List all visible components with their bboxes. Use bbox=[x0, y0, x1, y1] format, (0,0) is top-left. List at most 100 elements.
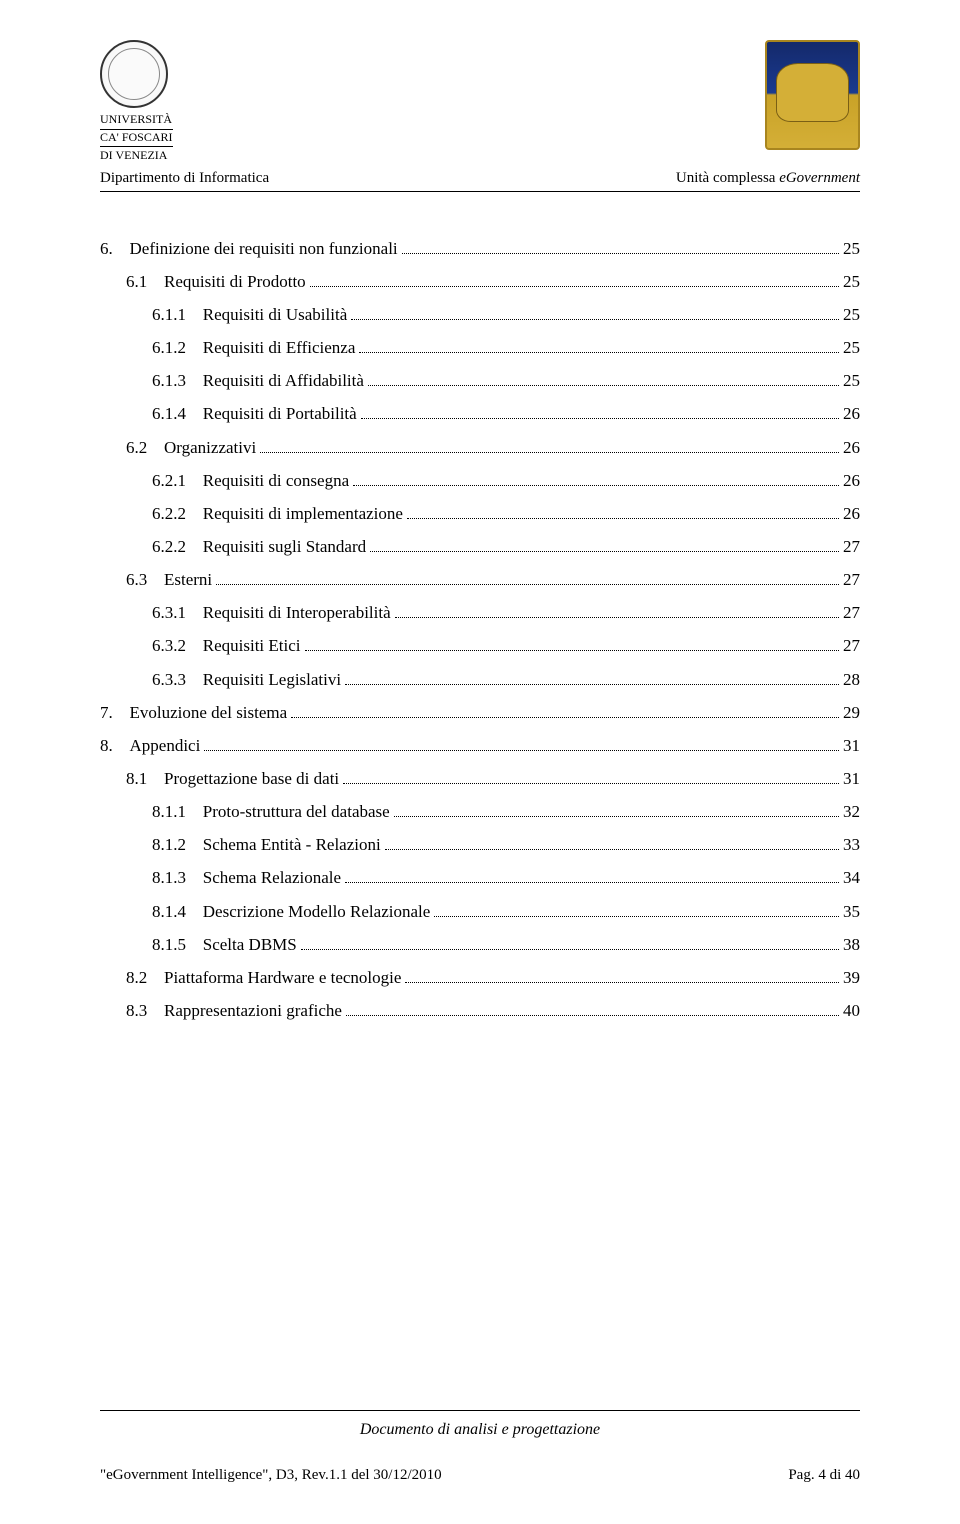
toc-entry[interactable]: 6.1.4 Requisiti di Portabilità26 bbox=[100, 397, 860, 430]
toc-number: 6.1.3 bbox=[152, 364, 186, 397]
toc-title: Rappresentazioni grafiche bbox=[160, 994, 342, 1027]
toc-page-number: 26 bbox=[843, 464, 860, 497]
toc-title: Requisiti di implementazione bbox=[199, 497, 403, 530]
toc-gap bbox=[186, 795, 199, 828]
toc-entry[interactable]: 6.1 Requisiti di Prodotto25 bbox=[100, 265, 860, 298]
toc-number: 6.2.1 bbox=[152, 464, 186, 497]
toc-dot-leader bbox=[305, 638, 840, 652]
toc-entry[interactable]: 6.3.2 Requisiti Etici27 bbox=[100, 629, 860, 662]
toc-page-number: 25 bbox=[843, 265, 860, 298]
toc-number: 8. bbox=[100, 729, 113, 762]
toc-entry[interactable]: 6.3.1 Requisiti di Interoperabilità27 bbox=[100, 596, 860, 629]
region-crest-icon bbox=[765, 40, 860, 150]
toc-gap bbox=[186, 629, 199, 662]
toc-entry[interactable]: 6. Definizione dei requisiti non funzion… bbox=[100, 232, 860, 265]
toc-dot-leader bbox=[301, 936, 839, 950]
toc-page-number: 31 bbox=[843, 762, 860, 795]
department-name: Dipartimento di Informatica bbox=[100, 170, 269, 187]
toc-dot-leader bbox=[345, 671, 839, 685]
toc-entry[interactable]: 8.1.4 Descrizione Modello Relazionale 35 bbox=[100, 895, 860, 928]
toc-entry[interactable]: 6.2.2 Requisiti di implementazione26 bbox=[100, 497, 860, 530]
toc-page-number: 27 bbox=[843, 563, 860, 596]
university-name: UNIVERSITÀ CA' FOSCARI DI VENEZIA bbox=[100, 112, 173, 164]
toc-page-number: 27 bbox=[843, 596, 860, 629]
toc-title: Evoluzione del sistema bbox=[126, 696, 288, 729]
toc-number: 8.3 bbox=[126, 994, 147, 1027]
toc-entry[interactable]: 8. Appendici31 bbox=[100, 729, 860, 762]
toc-number: 6. bbox=[100, 232, 113, 265]
toc-number: 6.1.1 bbox=[152, 298, 186, 331]
toc-entry[interactable]: 6.3.3 Requisiti Legislativi28 bbox=[100, 663, 860, 696]
toc-gap bbox=[186, 663, 199, 696]
toc-entry[interactable]: 8.3 Rappresentazioni grafiche40 bbox=[100, 994, 860, 1027]
toc-dot-leader bbox=[394, 804, 839, 818]
toc-entry[interactable]: 8.2 Piattaforma Hardware e tecnologie39 bbox=[100, 961, 860, 994]
toc-title: Requisiti di Usabilità bbox=[199, 298, 348, 331]
toc-entry[interactable]: 6.2 Organizzativi26 bbox=[100, 431, 860, 464]
toc-gap bbox=[113, 232, 126, 265]
toc-entry[interactable]: 6.3 Esterni27 bbox=[100, 563, 860, 596]
toc-entry[interactable]: 6.1.2 Requisiti di Efficienza25 bbox=[100, 331, 860, 364]
toc-gap bbox=[186, 331, 199, 364]
toc-entry[interactable]: 8.1.1 Proto-struttura del database32 bbox=[100, 795, 860, 828]
university-seal-icon bbox=[100, 40, 168, 108]
toc-title: Requisiti di Interoperabilità bbox=[199, 596, 391, 629]
uni-line-1: UNIVERSITÀ bbox=[100, 112, 173, 130]
toc-dot-leader bbox=[361, 406, 839, 420]
toc-gap bbox=[147, 994, 160, 1027]
unit-italic: eGovernment bbox=[779, 170, 860, 186]
toc-dot-leader bbox=[345, 870, 839, 884]
toc-entry[interactable]: 6.1.1 Requisiti di Usabilità25 bbox=[100, 298, 860, 331]
toc-page-number: 38 bbox=[843, 928, 860, 961]
toc-entry[interactable]: 6.2.2 Requisiti sugli Standard27 bbox=[100, 530, 860, 563]
toc-title: Descrizione Modello Relazionale bbox=[199, 895, 431, 928]
uni-line-3: DI VENEZIA bbox=[100, 147, 173, 164]
toc-dot-leader bbox=[346, 1002, 839, 1016]
toc-title: Requisiti di consegna bbox=[199, 464, 349, 497]
toc-dot-leader bbox=[434, 903, 839, 917]
toc-title: Schema Entità - Relazioni bbox=[199, 828, 381, 861]
toc-title: Definizione dei requisiti non funzionali bbox=[126, 232, 398, 265]
toc-dot-leader bbox=[385, 837, 839, 851]
toc-gap bbox=[186, 828, 199, 861]
toc-title: Scelta DBMS bbox=[199, 928, 297, 961]
toc-entry[interactable]: 8.1.5 Scelta DBMS38 bbox=[100, 928, 860, 961]
toc-title: Requisiti Etici bbox=[199, 629, 301, 662]
toc-page-number: 34 bbox=[843, 861, 860, 894]
footer-bottom: "eGovernment Intelligence", D3, Rev.1.1 … bbox=[100, 1467, 860, 1484]
toc-entry[interactable]: 8.1.3 Schema Relazionale34 bbox=[100, 861, 860, 894]
toc-title: Appendici bbox=[126, 729, 201, 762]
toc-gap bbox=[147, 265, 160, 298]
toc-entry[interactable]: 7. Evoluzione del sistema29 bbox=[100, 696, 860, 729]
toc-entry[interactable]: 8.1.2 Schema Entità - Relazioni33 bbox=[100, 828, 860, 861]
lion-icon bbox=[776, 63, 849, 121]
toc-page-number: 26 bbox=[843, 431, 860, 464]
toc-page-number: 29 bbox=[843, 696, 860, 729]
footer-rule bbox=[100, 1410, 860, 1411]
toc-title: Organizzativi bbox=[160, 431, 256, 464]
toc-dot-leader bbox=[260, 439, 839, 453]
toc-number: 8.1.4 bbox=[152, 895, 186, 928]
toc-gap bbox=[186, 397, 199, 430]
toc-number: 6.3.2 bbox=[152, 629, 186, 662]
toc-page-number: 35 bbox=[843, 895, 860, 928]
toc-gap bbox=[147, 961, 160, 994]
toc-gap bbox=[186, 497, 199, 530]
toc-dot-leader bbox=[204, 737, 839, 751]
toc-page-number: 27 bbox=[843, 530, 860, 563]
toc-page-number: 28 bbox=[843, 663, 860, 696]
toc-number: 6.3 bbox=[126, 563, 147, 596]
toc-dot-leader bbox=[405, 969, 839, 983]
toc-dot-leader bbox=[291, 704, 839, 718]
toc-entry[interactable]: 6.1.3 Requisiti di Affidabilità25 bbox=[100, 364, 860, 397]
toc-number: 8.1 bbox=[126, 762, 147, 795]
toc-page-number: 25 bbox=[843, 232, 860, 265]
toc-title: Proto-struttura del database bbox=[199, 795, 390, 828]
toc-page-number: 26 bbox=[843, 397, 860, 430]
toc-entry[interactable]: 8.1 Progettazione base di dati31 bbox=[100, 762, 860, 795]
footer-doc-title: Documento di analisi e progettazione bbox=[100, 1421, 860, 1439]
toc-gap bbox=[186, 530, 199, 563]
toc-dot-leader bbox=[370, 538, 839, 552]
toc-entry[interactable]: 6.2.1 Requisiti di consegna 26 bbox=[100, 464, 860, 497]
toc-dot-leader bbox=[353, 472, 839, 486]
